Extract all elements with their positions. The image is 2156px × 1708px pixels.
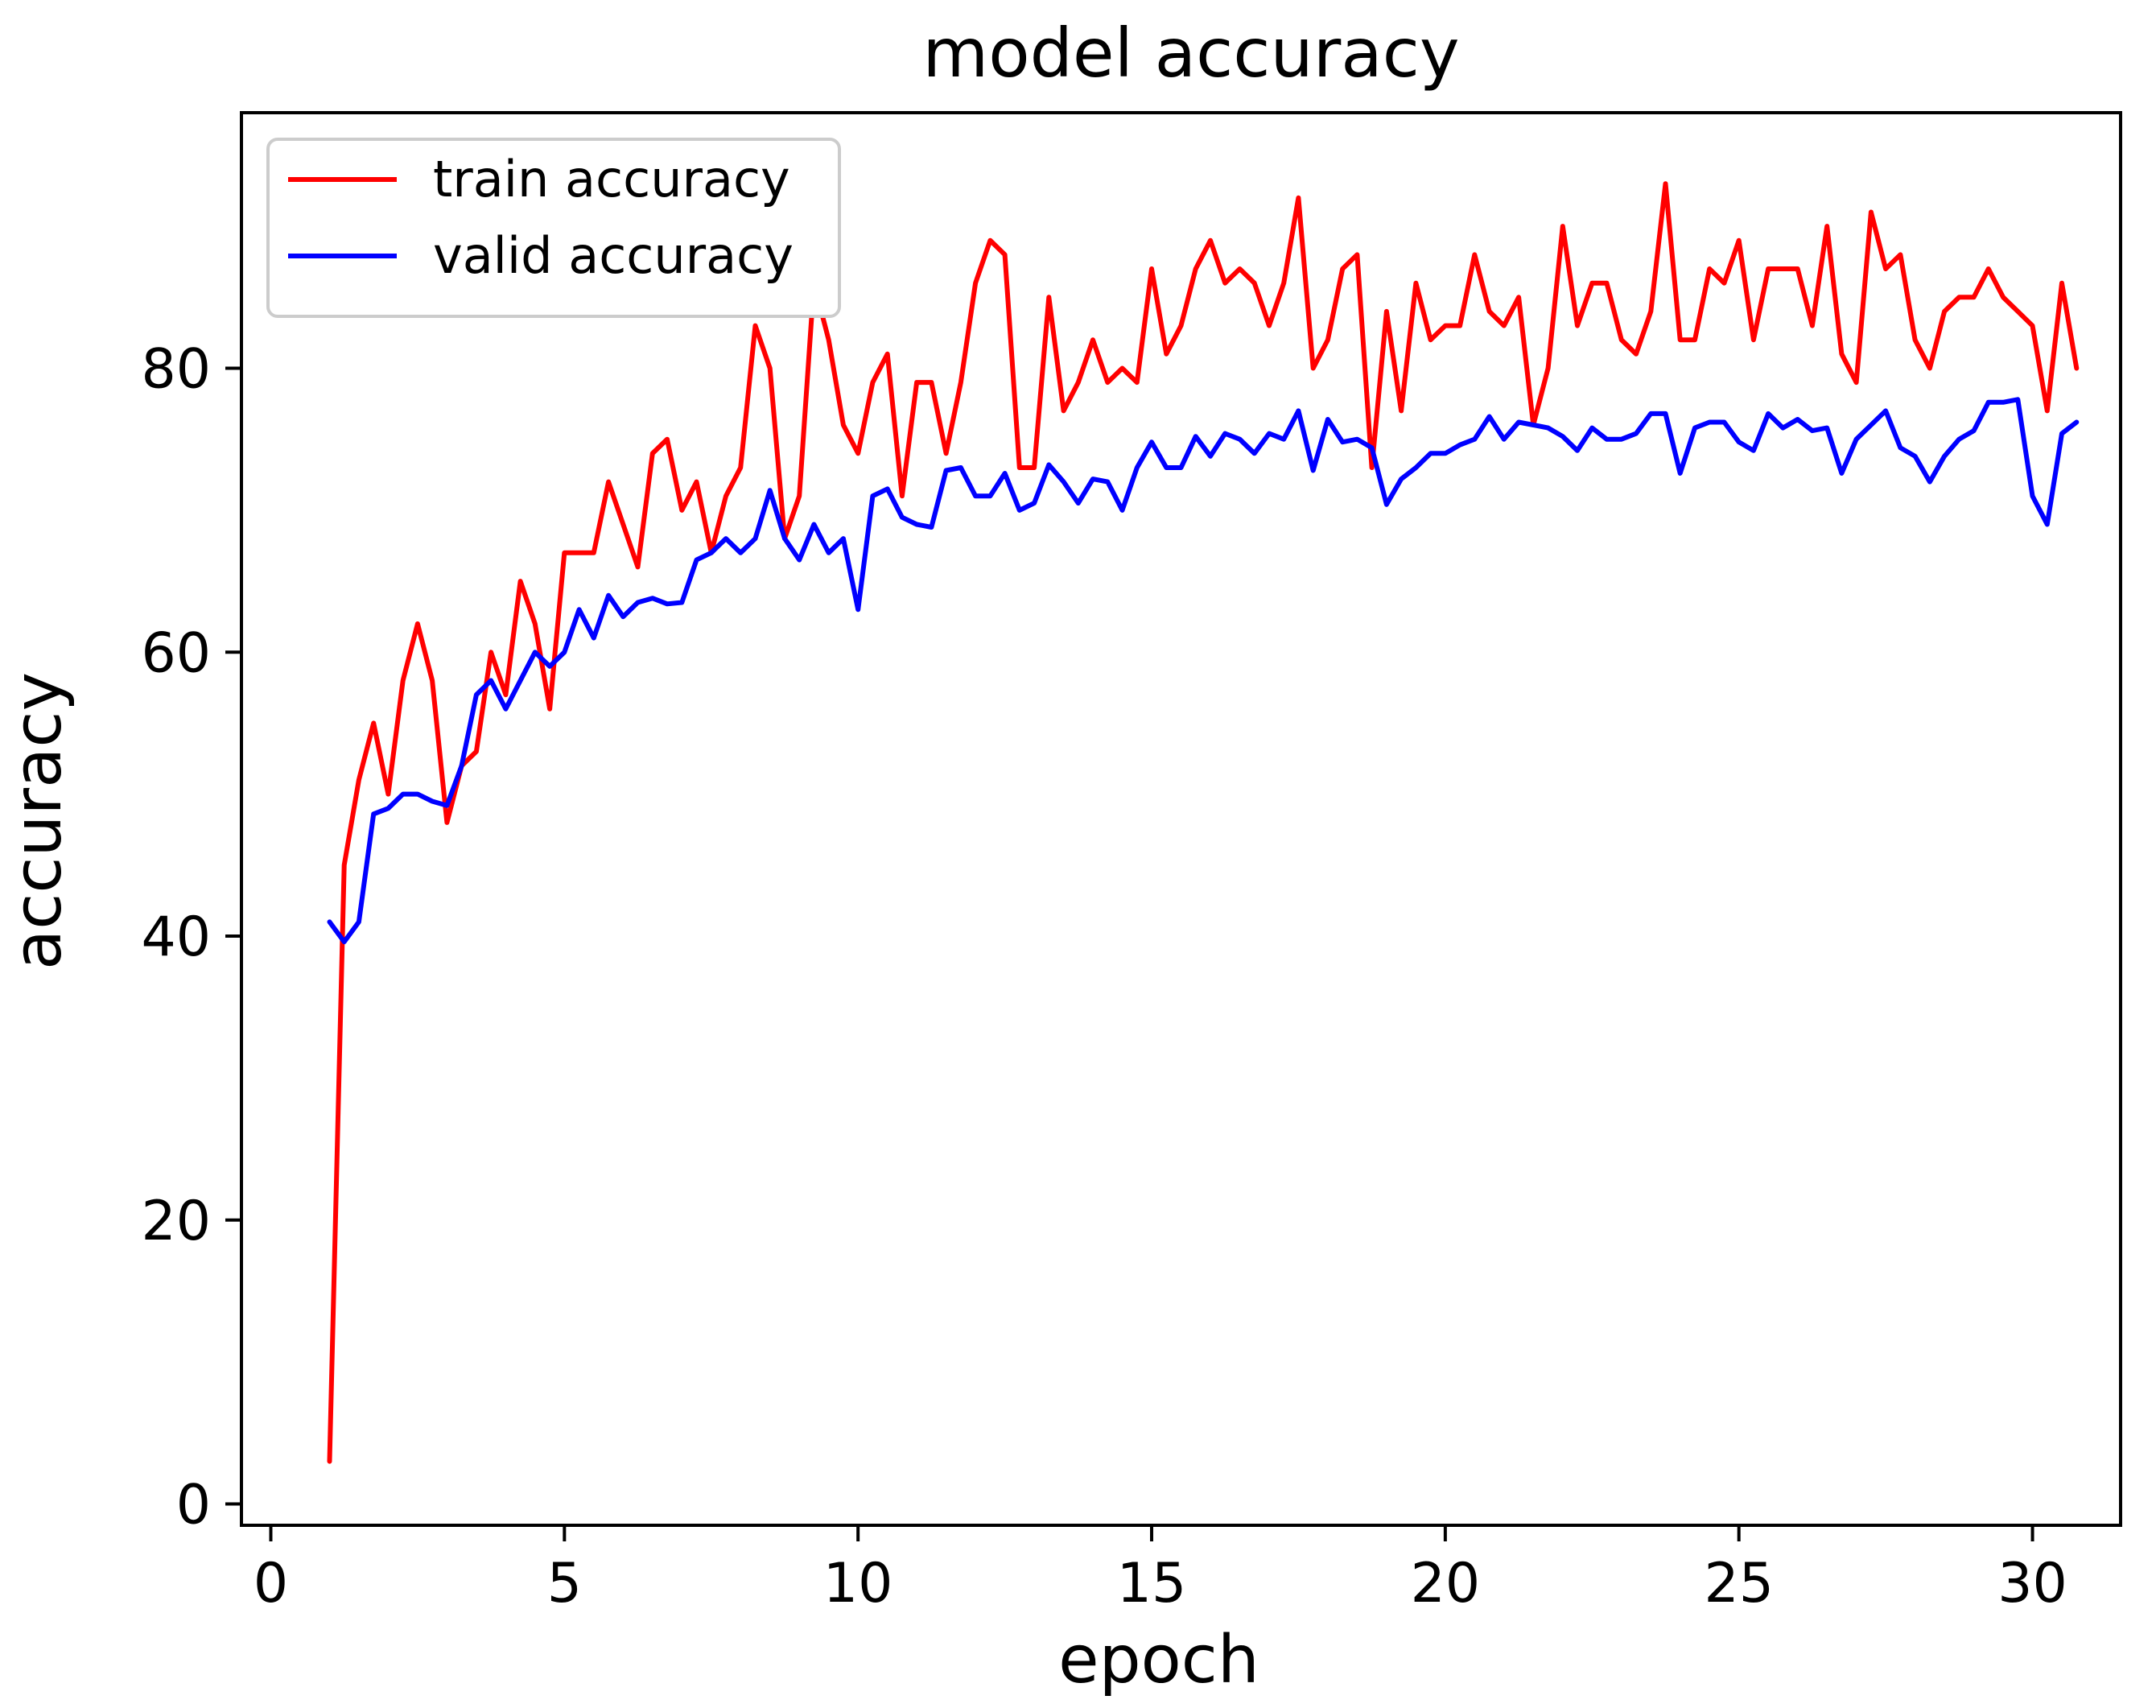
x-tick-label: 10 bbox=[823, 1552, 893, 1615]
y-tick-label: 40 bbox=[141, 906, 211, 969]
x-tick-label: 5 bbox=[547, 1552, 582, 1615]
x-tick-label: 25 bbox=[1704, 1552, 1774, 1615]
x-tick-label: 0 bbox=[254, 1552, 288, 1615]
x-tick-label: 30 bbox=[1997, 1552, 2067, 1615]
x-tick-label: 15 bbox=[1117, 1552, 1187, 1615]
x-axis-label: epoch bbox=[1058, 1622, 1259, 1698]
y-tick-label: 0 bbox=[176, 1474, 211, 1537]
y-tick-label: 20 bbox=[141, 1190, 211, 1253]
y-axis: 0 20 40 60 80 bbox=[141, 337, 241, 1537]
legend-label-valid-accuracy: valid accuracy bbox=[433, 226, 794, 285]
series-line-valid-accuracy bbox=[327, 397, 2080, 945]
series-layer bbox=[327, 181, 2080, 1464]
y-tick-label: 60 bbox=[141, 621, 211, 685]
plot-area-frame bbox=[240, 111, 2122, 1527]
chart-title: model accuracy bbox=[922, 14, 1459, 93]
y-axis-label: accuracy bbox=[0, 672, 76, 970]
x-tick-label: 20 bbox=[1411, 1552, 1481, 1615]
series-line-train-accuracy bbox=[327, 181, 2080, 1464]
x-axis: 0 5 10 15 20 25 30 bbox=[254, 1525, 2067, 1615]
legend: train accuracy valid accuracy bbox=[266, 138, 841, 318]
legend-box bbox=[266, 138, 841, 318]
legend-label-train-accuracy: train accuracy bbox=[433, 150, 790, 208]
y-tick-label: 80 bbox=[141, 337, 211, 401]
